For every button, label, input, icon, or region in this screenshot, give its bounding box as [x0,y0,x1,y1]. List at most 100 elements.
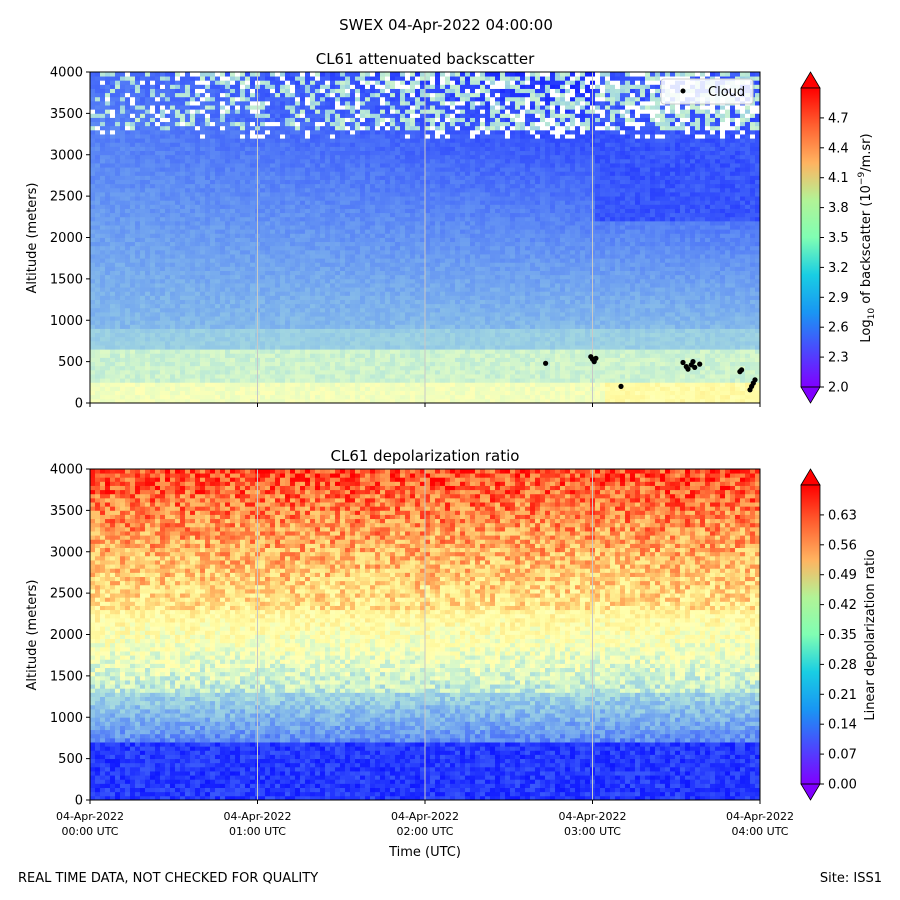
heatmap-cell [125,287,131,292]
heatmap-cell [130,249,136,255]
heatmap-cell [190,220,196,226]
heatmap-cell [300,357,306,363]
heatmap-cell [140,200,146,205]
heatmap-cell [240,332,246,338]
heatmap-cell [225,187,231,193]
heatmap-cell [110,113,116,118]
heatmap-cell [330,225,336,230]
heatmap-cell [205,175,211,180]
heatmap-cell [210,369,216,375]
heatmap-cell [125,378,131,383]
heatmap-cell [395,278,401,284]
heatmap-cell [90,187,96,193]
heatmap-cell [260,390,266,396]
heatmap-cell [180,357,186,363]
heatmap-cell [235,241,241,247]
heatmap-cell [370,100,376,106]
heatmap-cell [175,274,181,280]
heatmap-cell [190,150,196,156]
heatmap-cell [135,96,141,102]
heatmap-cell [330,340,336,346]
heatmap-cell [210,320,216,325]
heatmap-cell [170,216,176,222]
heatmap-cell [90,84,96,89]
heatmap-cell [185,183,191,189]
heatmap-cell [315,138,321,143]
heatmap-cell [215,328,221,334]
heatmap-cell [390,208,396,214]
heatmap-cell [380,357,386,363]
heatmap-cell [200,398,206,403]
heatmap-cell [380,299,386,305]
heatmap-cell [175,328,181,334]
heatmap-cell [345,109,351,114]
heatmap-cell [115,204,121,209]
heatmap-cell [285,303,291,309]
heatmap-cell [220,100,226,106]
heatmap-cell [320,84,326,89]
heatmap-cell [125,154,131,160]
heatmap-cell [225,225,231,230]
heatmap-cell [215,307,221,313]
heatmap-cell [335,179,341,185]
heatmap-cell [360,229,366,234]
heatmap-cell [240,266,246,271]
heatmap-cell [110,167,116,172]
heatmap-cell [160,88,166,94]
heatmap-cell [240,134,246,139]
heatmap-cell [105,274,111,280]
heatmap-cell [320,129,326,135]
heatmap-cell [90,332,96,338]
heatmap-cell [315,175,321,180]
heatmap-cell [320,229,326,234]
heatmap-cell [175,283,181,288]
heatmap-cell [170,249,176,255]
heatmap-cell [370,353,376,358]
heatmap-cell [115,278,121,284]
heatmap-cell [130,208,136,214]
heatmap-cell [145,220,151,226]
heatmap-cell [210,278,216,284]
heatmap-cell [290,92,296,98]
heatmap-cell [370,324,376,329]
heatmap-cell [310,125,316,131]
heatmap-cell [380,266,386,271]
heatmap-cell [135,187,141,193]
heatmap-cell [365,191,371,197]
heatmap-cell [390,382,396,387]
heatmap-cell [210,158,216,164]
heatmap-cell [305,229,311,234]
heatmap-cell [160,175,166,180]
heatmap-cell [185,109,191,114]
heatmap-cell [270,340,276,346]
heatmap-cell [210,291,216,296]
heatmap-cell [260,270,266,276]
heatmap-cell [285,204,291,209]
heatmap-cell [375,92,381,98]
heatmap-cell [90,150,96,156]
heatmap-cell [385,278,391,284]
heatmap-cell [150,283,156,288]
heatmap-cell [310,138,316,143]
heatmap-cell [260,146,266,152]
heatmap-cell [275,374,281,379]
heatmap-cell [200,374,206,379]
heatmap-cell [130,212,136,218]
heatmap-cell [360,191,366,197]
heatmap-cell [310,241,316,247]
heatmap-cell [315,237,321,243]
heatmap-cell [190,283,196,288]
heatmap-cell [145,249,151,255]
heatmap-cell [200,154,206,160]
heatmap-cell [90,96,96,102]
heatmap-cell [115,154,121,160]
heatmap-cell [310,96,316,102]
heatmap-cell [155,340,161,346]
heatmap-cell [315,357,321,363]
heatmap-cell [280,84,286,89]
heatmap-cell [245,105,251,110]
heatmap-cell [190,117,196,123]
heatmap-cell [265,316,271,321]
heatmap-cell [130,340,136,346]
heatmap-cell [215,158,221,164]
